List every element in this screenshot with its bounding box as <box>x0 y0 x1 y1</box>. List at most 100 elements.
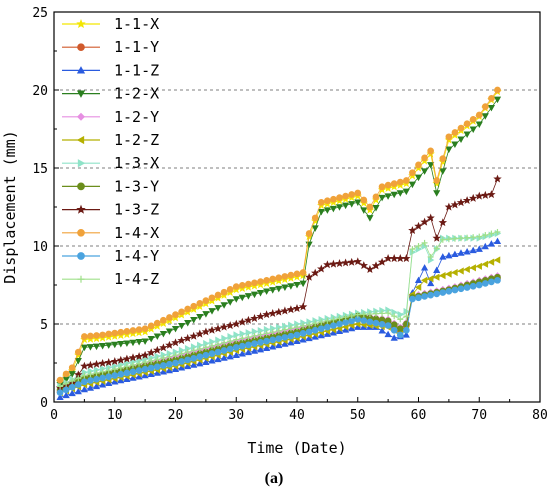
data-point <box>294 324 300 331</box>
data-point <box>129 362 136 369</box>
data-point <box>110 357 119 365</box>
data-point <box>433 190 441 197</box>
legend-item: 1-1-X <box>62 15 159 33</box>
data-point <box>335 259 344 268</box>
data-point <box>415 161 422 169</box>
data-point <box>227 333 234 341</box>
data-point <box>232 319 241 328</box>
data-point <box>117 364 124 371</box>
data-point <box>433 290 441 298</box>
data-point <box>299 280 307 288</box>
data-point <box>190 361 198 368</box>
data-point <box>177 336 186 345</box>
data-point <box>300 322 307 329</box>
data-point <box>445 133 453 141</box>
data-point <box>451 268 458 277</box>
legend-label: 1-4-Z <box>114 270 159 288</box>
data-point <box>323 260 332 269</box>
data-point <box>451 141 459 149</box>
data-point <box>445 287 453 295</box>
data-point <box>74 348 82 356</box>
data-point <box>432 273 440 281</box>
data-point <box>445 251 453 259</box>
data-point <box>68 371 76 378</box>
data-point <box>402 331 410 338</box>
data-point <box>360 196 368 204</box>
data-point <box>481 113 489 120</box>
data-point <box>366 215 374 222</box>
data-point <box>330 316 337 323</box>
data-point <box>493 237 502 245</box>
legend-label: 1-3-X <box>114 154 159 172</box>
data-point <box>232 351 240 358</box>
data-point <box>396 190 404 197</box>
data-point <box>324 323 331 331</box>
data-point <box>208 308 216 315</box>
data-point <box>76 135 85 145</box>
data-point <box>372 310 379 317</box>
data-point <box>245 280 252 288</box>
data-point <box>378 183 386 191</box>
data-point <box>390 321 398 329</box>
data-point <box>172 352 179 359</box>
data-point <box>464 234 471 241</box>
data-point <box>232 296 240 303</box>
data-point <box>299 269 307 276</box>
data-point <box>227 338 234 345</box>
data-point <box>389 254 399 263</box>
data-point <box>57 383 64 390</box>
data-point <box>184 362 192 370</box>
data-point <box>142 359 149 366</box>
legend-item: 1-1-Z <box>62 61 159 79</box>
data-point <box>372 193 380 201</box>
x-tick-label: 80 <box>532 408 548 423</box>
data-point <box>457 285 465 293</box>
data-point <box>275 341 283 349</box>
legend-item: 1-1-Y <box>62 38 159 56</box>
data-point <box>353 257 362 266</box>
x-tick-label: 30 <box>228 408 244 423</box>
data-point <box>403 177 410 184</box>
data-point <box>93 369 100 376</box>
data-point <box>81 372 88 379</box>
data-point <box>238 342 246 350</box>
data-point <box>68 364 76 372</box>
data-point <box>202 351 210 359</box>
data-point <box>269 287 277 294</box>
data-point <box>123 340 131 347</box>
data-point <box>220 354 228 361</box>
data-point <box>184 305 191 313</box>
x-tick-label: 20 <box>168 408 184 423</box>
data-point <box>298 302 308 311</box>
data-point <box>488 230 495 237</box>
data-point <box>397 316 404 323</box>
data-point <box>365 264 375 273</box>
data-point <box>287 338 295 346</box>
data-point <box>390 326 398 334</box>
legend-label: 1-1-Z <box>114 61 159 79</box>
data-point <box>379 310 386 317</box>
data-point <box>463 284 471 291</box>
data-point <box>390 191 398 199</box>
data-point <box>238 350 246 357</box>
data-point <box>160 316 167 324</box>
data-point <box>396 254 405 263</box>
data-point <box>99 374 106 382</box>
data-point <box>427 147 434 155</box>
data-point <box>457 249 465 256</box>
data-point <box>427 253 434 260</box>
data-point <box>196 345 203 352</box>
data-point <box>281 284 289 292</box>
data-point <box>377 257 387 266</box>
data-point <box>458 235 465 242</box>
data-point <box>293 331 301 339</box>
series-1-4-Z <box>57 228 501 390</box>
data-point <box>318 319 325 326</box>
data-point <box>256 345 265 353</box>
data-point <box>251 279 258 287</box>
data-point <box>226 321 235 330</box>
data-point <box>439 289 447 296</box>
data-point <box>68 383 76 391</box>
data-point <box>251 332 258 339</box>
data-point <box>457 124 465 132</box>
